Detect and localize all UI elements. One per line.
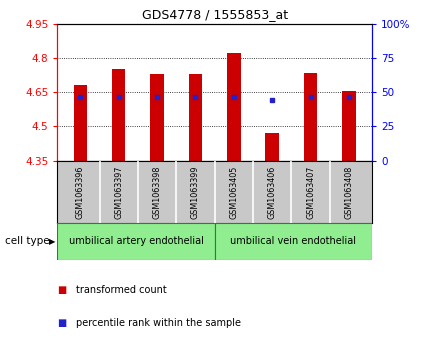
Bar — [342, 91, 356, 160]
Bar — [150, 74, 164, 160]
Text: cell type: cell type — [5, 236, 53, 246]
Title: GDS4778 / 1555853_at: GDS4778 / 1555853_at — [142, 8, 288, 21]
Text: transformed count: transformed count — [76, 285, 167, 295]
Text: GSM1063396: GSM1063396 — [76, 166, 85, 219]
Text: GSM1063405: GSM1063405 — [230, 166, 238, 219]
Text: GSM1063399: GSM1063399 — [191, 166, 200, 219]
Bar — [74, 85, 87, 160]
Text: GSM1063407: GSM1063407 — [306, 166, 315, 219]
Text: GSM1063408: GSM1063408 — [344, 166, 353, 219]
Bar — [112, 69, 125, 160]
Bar — [227, 53, 241, 160]
Text: GSM1063397: GSM1063397 — [114, 166, 123, 219]
Bar — [215, 223, 372, 260]
Text: umbilical vein endothelial: umbilical vein endothelial — [230, 236, 356, 246]
Bar — [304, 73, 317, 160]
Bar — [266, 133, 279, 160]
Text: GSM1063406: GSM1063406 — [268, 166, 277, 219]
Text: umbilical artery endothelial: umbilical artery endothelial — [68, 236, 204, 246]
Bar — [189, 74, 202, 160]
Text: ■: ■ — [57, 318, 67, 328]
Text: percentile rank within the sample: percentile rank within the sample — [76, 318, 241, 328]
Text: GSM1063398: GSM1063398 — [153, 166, 162, 219]
Text: ▶: ▶ — [49, 237, 55, 246]
Text: ■: ■ — [57, 285, 67, 295]
Bar — [57, 223, 215, 260]
